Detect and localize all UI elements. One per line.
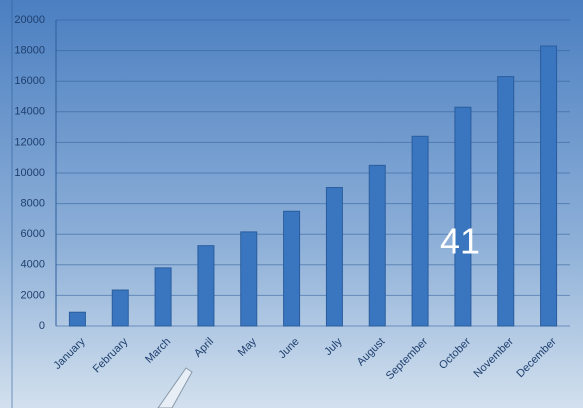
y-tick-label: 20000 bbox=[14, 14, 45, 26]
bar bbox=[368, 164, 386, 327]
bar bbox=[411, 135, 429, 327]
y-tick-label: 2000 bbox=[21, 289, 45, 301]
bar bbox=[454, 106, 472, 327]
y-tick-label: 0 bbox=[39, 320, 45, 332]
y-tick-label: 12000 bbox=[14, 136, 45, 148]
bar bbox=[240, 231, 258, 327]
y-tick-label: 14000 bbox=[14, 106, 45, 118]
y-tick-label: 8000 bbox=[21, 198, 45, 210]
bar bbox=[283, 210, 301, 327]
y-tick-label: 16000 bbox=[14, 75, 45, 87]
bar bbox=[497, 76, 515, 327]
pen bbox=[157, 367, 193, 408]
y-tick-label: 18000 bbox=[14, 45, 45, 57]
y-tick-label: 6000 bbox=[21, 228, 45, 240]
bar bbox=[325, 187, 343, 327]
y-tick-label: 4000 bbox=[21, 259, 45, 271]
bar bbox=[68, 311, 86, 327]
annotation: 41 bbox=[440, 221, 480, 262]
bar bbox=[540, 45, 558, 327]
bar bbox=[111, 289, 129, 327]
bar bbox=[197, 245, 215, 327]
y-tick-label: 10000 bbox=[14, 167, 45, 179]
bar bbox=[154, 267, 172, 327]
